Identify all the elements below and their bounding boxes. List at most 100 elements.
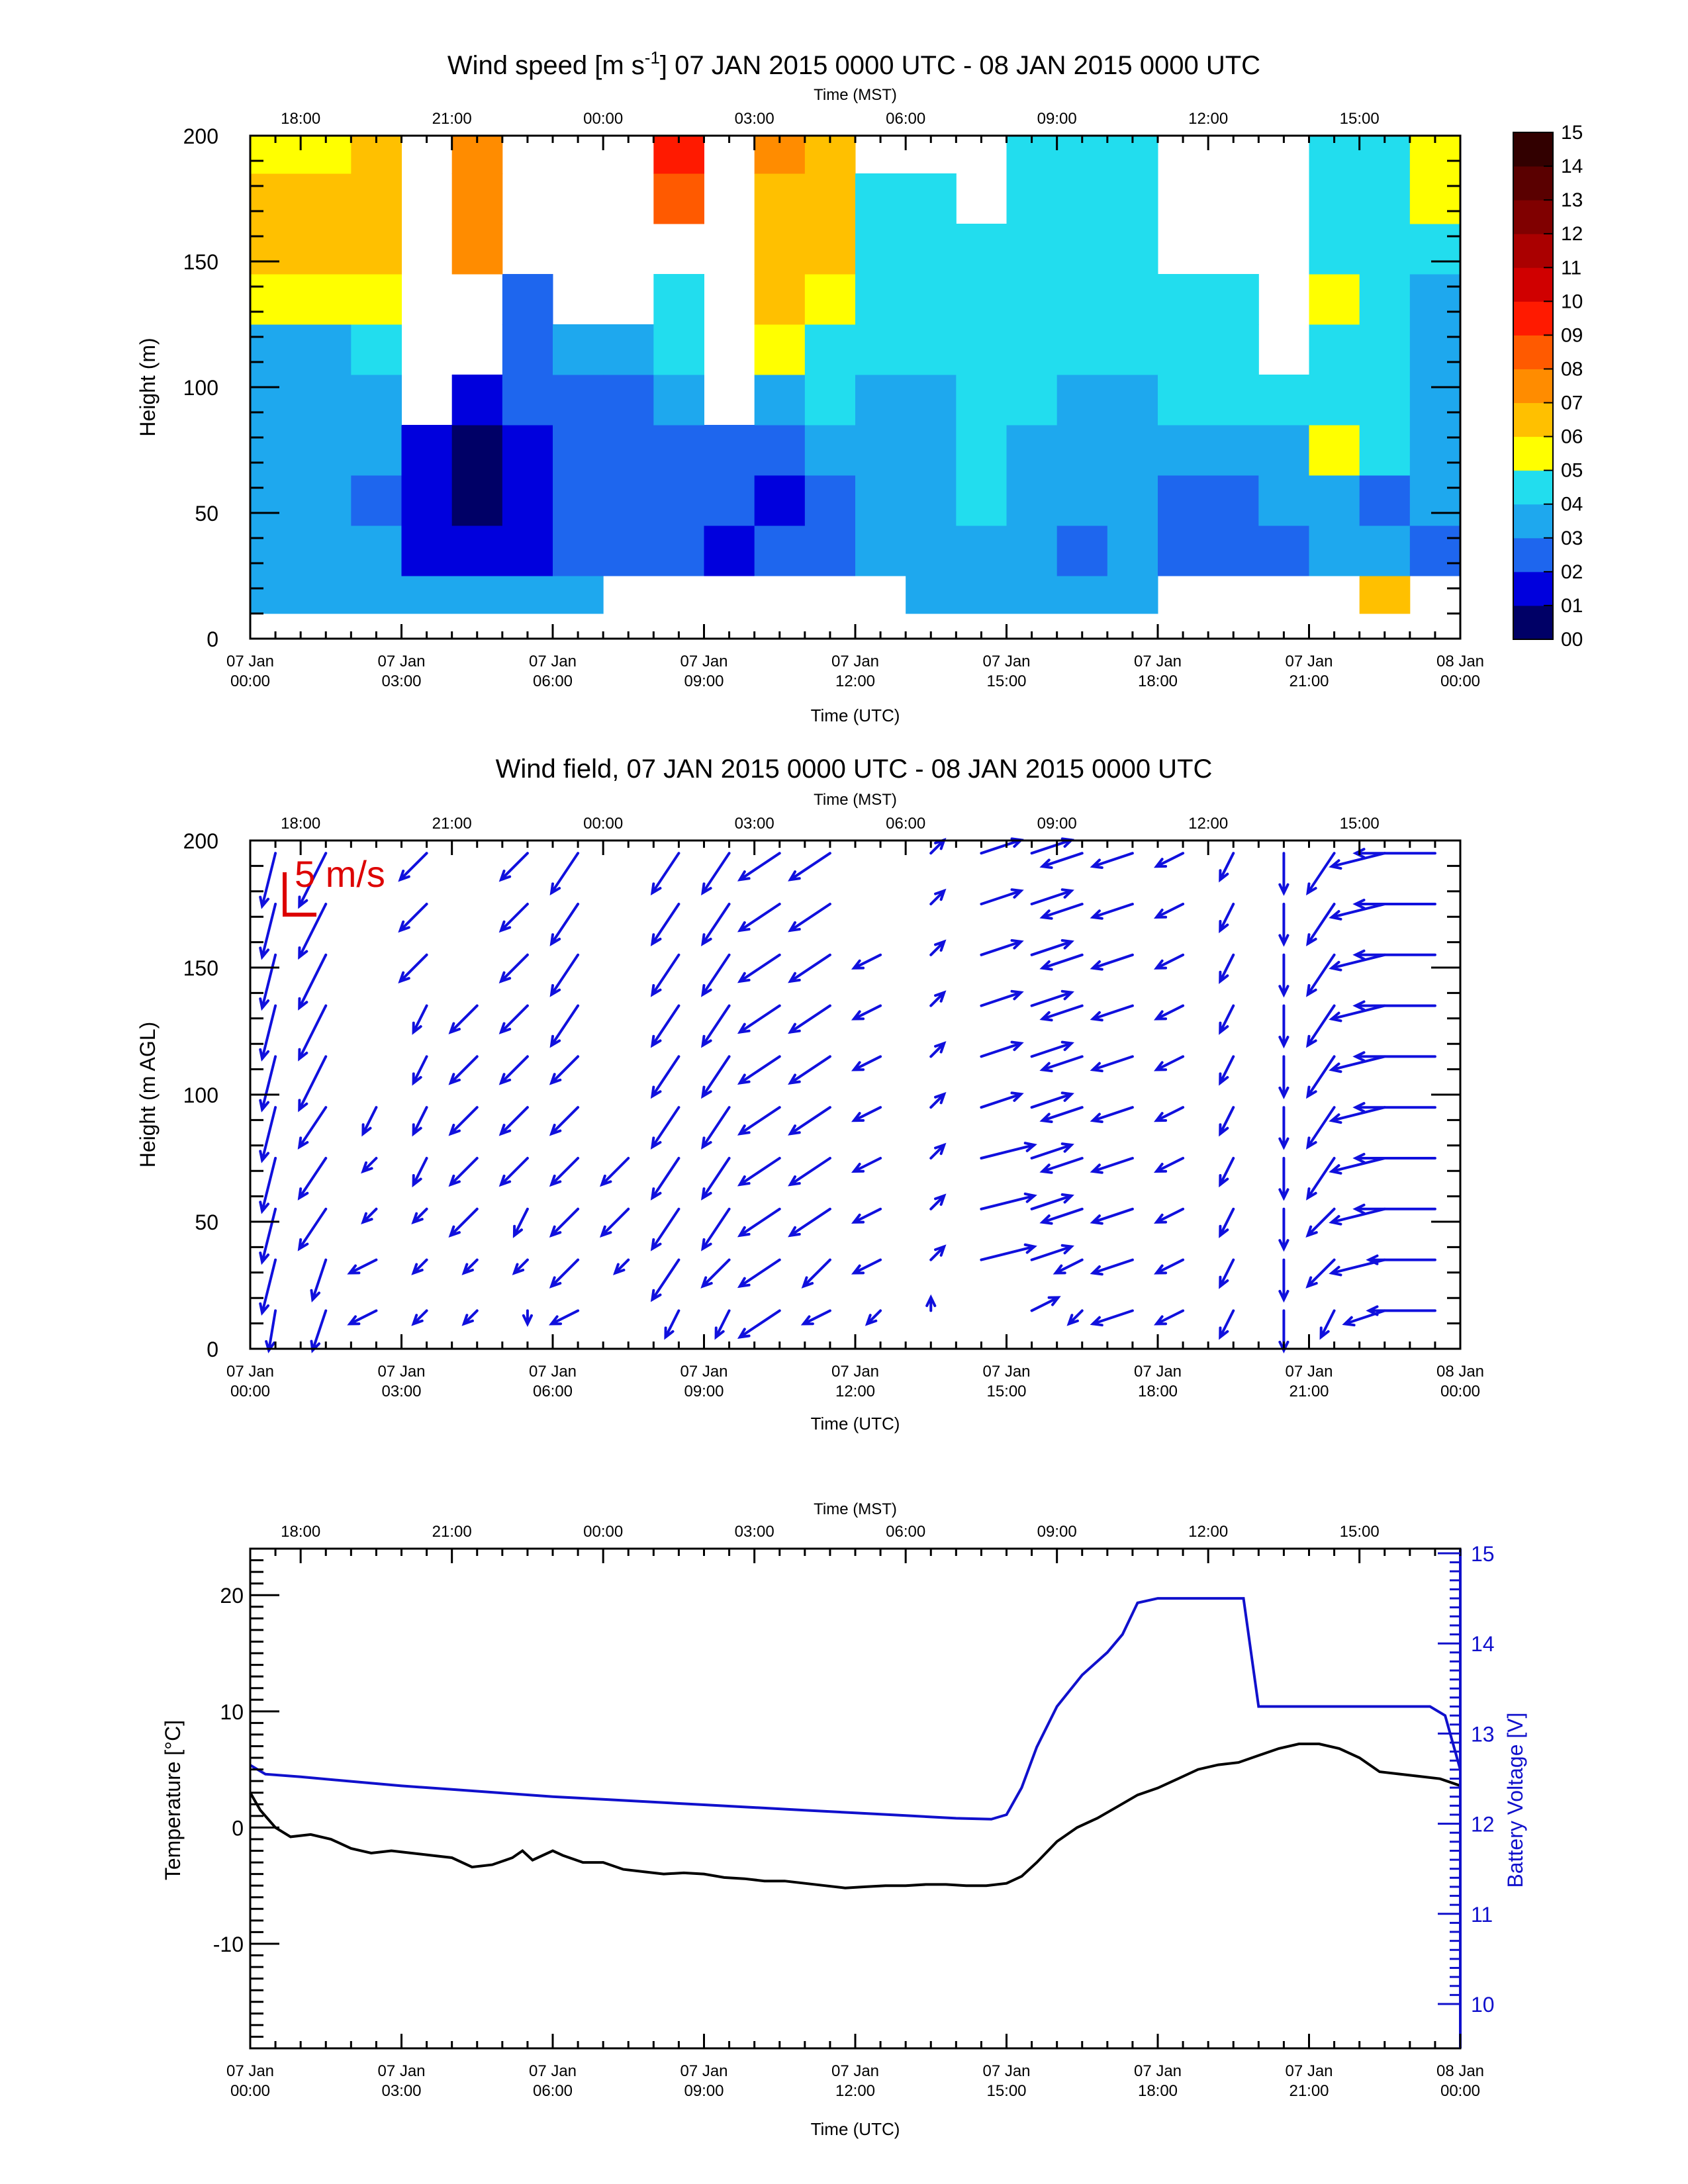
wind-vector	[788, 1106, 831, 1136]
x-tick-label: 07 Jan	[680, 1363, 727, 1381]
wind-vector	[1039, 1055, 1084, 1073]
wind-vector	[498, 1004, 529, 1034]
heatmap-cell	[653, 173, 704, 224]
x2-tick-label: 15:00	[1340, 815, 1380, 833]
heatmap-cell	[1409, 425, 1461, 476]
wind-vector	[788, 852, 831, 882]
colorbar-swatch	[1513, 234, 1553, 268]
wind-vector	[1153, 1106, 1185, 1122]
x2-tick-label: 03:00	[735, 815, 774, 833]
heatmap-cell	[1208, 274, 1259, 325]
wind-speed-x-ticks: 07 Jan 00:00 07 Jan 03:00 07 Jan 06:00 07 Jan 0…	[226, 653, 1484, 690]
x-tick-label: 07 Jan	[377, 1363, 425, 1381]
heatmap-cell	[1359, 576, 1411, 614]
wind-vector	[929, 939, 947, 956]
temperature-x2-ticks: 18:00 21:00 00:00 03:00 06:00 09:00 12:00 15:00	[281, 1523, 1380, 1541]
wind-field-title: Wind field, 07 JAN 2015 0000 UTC - 08 JA…	[496, 754, 1213, 784]
wind-vector	[701, 953, 731, 997]
wind-vector	[1352, 1000, 1436, 1011]
heatmap-cell	[1359, 475, 1411, 526]
wind-vector	[549, 1258, 580, 1289]
heatmap-cell	[1107, 173, 1158, 224]
heatmap-cell	[804, 324, 856, 375]
wind-vector	[650, 1004, 680, 1048]
wind-vector	[1039, 1004, 1084, 1022]
heatmap-cell	[855, 274, 906, 325]
wind-vector	[929, 990, 947, 1007]
wind-vector	[1306, 852, 1336, 896]
heatmap-cell	[1409, 224, 1461, 275]
heatmap-cell	[956, 525, 1007, 576]
heatmap-cell	[1309, 173, 1360, 224]
heatmap-cell	[1208, 324, 1259, 375]
wind-vector	[980, 1040, 1024, 1058]
x-tick-label: 07 Jan	[1285, 2062, 1333, 2080]
heatmap-cell	[250, 475, 301, 526]
wind-vector	[412, 1055, 428, 1086]
wind-vector	[980, 1091, 1024, 1109]
wind-vector	[701, 903, 731, 946]
temperature-frame-ticks	[249, 1547, 1462, 2050]
colorbar-swatch	[1513, 369, 1553, 404]
heatmap-cell	[301, 475, 352, 526]
wind-vector	[1153, 1258, 1185, 1275]
wind-vector	[1306, 1004, 1336, 1048]
heatmap-cell	[502, 576, 553, 614]
y-tick-label: 20	[220, 1584, 244, 1608]
heatmap-cell	[1309, 425, 1360, 476]
x-tick-label: 07 Jan	[831, 653, 879, 670]
heatmap-cell	[754, 274, 806, 325]
wind-vector	[259, 1258, 277, 1316]
wind-vector	[259, 953, 277, 1011]
x-tick-label: 07 Jan	[529, 653, 577, 670]
wind-vector	[701, 1207, 731, 1251]
wind-vector	[411, 1207, 428, 1225]
heatmap-cell	[754, 324, 806, 375]
wind-speed-x2-label: Time (MST)	[814, 86, 897, 104]
wind-vector	[398, 852, 428, 882]
wind-field-arrows	[259, 837, 1436, 1353]
wind-field-x2-label: Time (MST)	[814, 791, 897, 809]
wind-vector	[1306, 1055, 1336, 1099]
wind-vector	[448, 1157, 479, 1187]
y2-tick-label: 13	[1471, 1722, 1495, 1746]
wind-vector	[1090, 1258, 1134, 1276]
x2-tick-label: 03:00	[735, 110, 774, 128]
heatmap-cell	[451, 525, 503, 576]
wind-vector	[737, 1258, 781, 1289]
temperature-x-label: Time (UTC)	[811, 2119, 900, 2139]
wind-speed-y-label: Height (m)	[136, 338, 160, 436]
heatmap-cell	[401, 576, 453, 614]
wind-vector	[1219, 953, 1235, 984]
heatmap-cell	[1258, 375, 1309, 426]
x2-tick-label: 12:00	[1188, 815, 1228, 833]
wind-vector	[650, 1106, 680, 1150]
wind-vector	[1329, 1258, 1386, 1277]
wind-vector	[650, 1258, 680, 1302]
colorbar-label: 15	[1561, 122, 1583, 144]
heatmap-cell	[1409, 274, 1461, 325]
x-tick-label: 06:00	[533, 2082, 573, 2100]
wind-vector	[1039, 1157, 1084, 1174]
wind-vector	[1329, 953, 1386, 972]
wind-vector	[788, 903, 831, 933]
x-tick-label: 07 Jan	[831, 2062, 879, 2080]
wind-vector	[549, 1157, 580, 1187]
heatmap-cell	[553, 375, 604, 426]
heatmap-cell	[956, 324, 1007, 375]
heatmap-cell	[301, 375, 352, 426]
wind-vector	[411, 1309, 428, 1326]
x2-tick-label: 00:00	[583, 110, 623, 128]
heatmap-cell	[1107, 274, 1158, 325]
wind-vector	[298, 903, 328, 960]
colorbar-label: 11	[1561, 257, 1581, 279]
wind-vector	[549, 852, 580, 896]
heatmap-cell	[451, 425, 503, 476]
colorbar-swatch	[1513, 537, 1553, 572]
wind-vector	[1039, 1106, 1084, 1123]
y2-tick-label: 10	[1471, 1993, 1495, 2017]
colorbar-label: 07	[1561, 392, 1583, 414]
heatmap-cell	[704, 525, 755, 576]
x2-tick-label: 09:00	[1037, 110, 1077, 128]
wind-vector	[411, 1258, 428, 1275]
